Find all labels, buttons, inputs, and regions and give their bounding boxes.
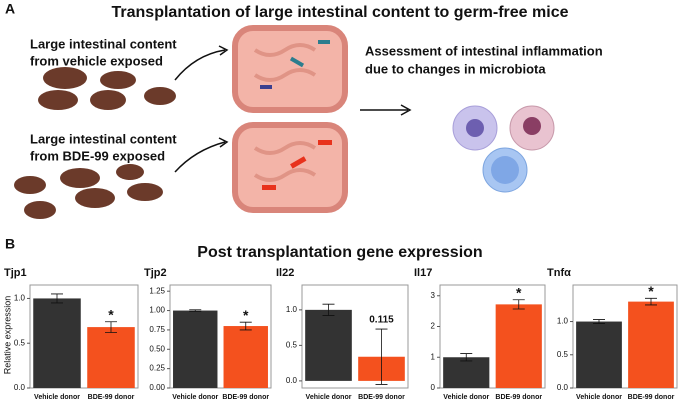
x-tick-label: BDE-99 donor [628, 394, 675, 401]
chart-title: Il22 [276, 267, 294, 279]
bar [495, 304, 542, 388]
chart-title: Tjp2 [144, 267, 167, 279]
bar [33, 298, 81, 388]
y-tick-label: 0.75 [149, 325, 165, 334]
bar [223, 326, 268, 388]
chart-title: Tnfα [547, 267, 571, 279]
x-tick-label: Vehicle donor [34, 394, 80, 401]
significance-label: * [243, 307, 249, 323]
bar [628, 301, 674, 388]
x-tick-label: BDE-99 donor [88, 394, 135, 401]
error-bar [375, 328, 388, 385]
error-bar [460, 353, 473, 362]
error-bar [593, 319, 605, 324]
y-tick-label: 1.00 [149, 306, 165, 315]
intestine-vehicle [232, 25, 348, 113]
arrows [174, 45, 412, 173]
panel-title: Transplantation of large intestinal cont… [112, 4, 569, 21]
x-tick-label: BDE-99 donor [358, 394, 405, 401]
plot-frame [572, 284, 678, 389]
y-tick-label: 0 [431, 383, 436, 392]
panel-label: A [5, 1, 15, 17]
stool-samples [14, 67, 176, 219]
source-text: Large intestinal content [30, 36, 177, 51]
plot-frame [439, 284, 546, 389]
y-tick-label: 0.0 [557, 383, 569, 392]
error-bar [645, 297, 657, 306]
plot-frame [29, 284, 139, 389]
y-tick-label: 0.25 [149, 364, 165, 373]
bar [576, 321, 622, 388]
x-tick-label: Vehicle donor [443, 394, 489, 401]
panel-title: Post transplantation gene expression [197, 244, 482, 261]
y-tick-label: 1.0 [286, 305, 298, 314]
y-tick-label: 3 [431, 291, 436, 300]
assessment-text: Assessment of intestinal inflammation [365, 43, 603, 58]
error-bar [51, 293, 63, 304]
y-tick-label: 1.25 [149, 286, 165, 295]
plot-frame [169, 284, 272, 389]
y-tick-label: 1 [431, 352, 436, 361]
source-text: from BDE-99 exposed [30, 148, 165, 163]
bar [305, 309, 352, 381]
significance-label: * [108, 306, 114, 322]
assessment-text: due to changes in microbiota [365, 61, 546, 76]
y-tick-label: 2 [431, 322, 436, 331]
y-tick-label: 0.00 [149, 383, 165, 392]
y-tick-label: 1.0 [557, 317, 569, 326]
source-text: Large intestinal content [30, 131, 177, 146]
error-bar [105, 321, 117, 333]
y-tick-label: 0.5 [557, 350, 569, 359]
source-text: from vehicle exposed [30, 53, 163, 68]
error-bar [239, 321, 252, 331]
x-tick-label: Vehicle donor [172, 394, 218, 401]
y-axis-label: Relative expression [2, 296, 12, 375]
y-tick-label: 0.0 [286, 376, 298, 385]
y-tick-label: 1.0 [14, 294, 26, 303]
x-tick-label: BDE-99 donor [495, 394, 542, 401]
bar [443, 357, 490, 388]
y-tick-label: 0.50 [149, 344, 165, 353]
x-tick-label: Vehicle donor [576, 394, 622, 401]
error-bar [189, 309, 202, 312]
y-tick-label: 0.5 [286, 340, 298, 349]
immune-cells [452, 105, 555, 193]
x-tick-label: BDE-99 donor [222, 394, 269, 401]
y-tick-label: 0.0 [14, 383, 26, 392]
intestine-bde [232, 122, 348, 213]
bar [87, 327, 135, 388]
significance-label: 0.115 [369, 315, 394, 326]
significance-label: * [516, 284, 522, 300]
panel-label: B [5, 236, 15, 252]
significance-label: * [648, 283, 654, 299]
x-tick-label: Vehicle donor [306, 394, 352, 401]
plot-frame [301, 284, 409, 389]
y-tick-label: 0.5 [14, 338, 26, 347]
chart-title: Tjp1 [4, 267, 27, 279]
chart-title: Il17 [414, 267, 432, 279]
bar [173, 310, 218, 388]
error-bar [322, 303, 335, 316]
error-bar [512, 299, 525, 310]
